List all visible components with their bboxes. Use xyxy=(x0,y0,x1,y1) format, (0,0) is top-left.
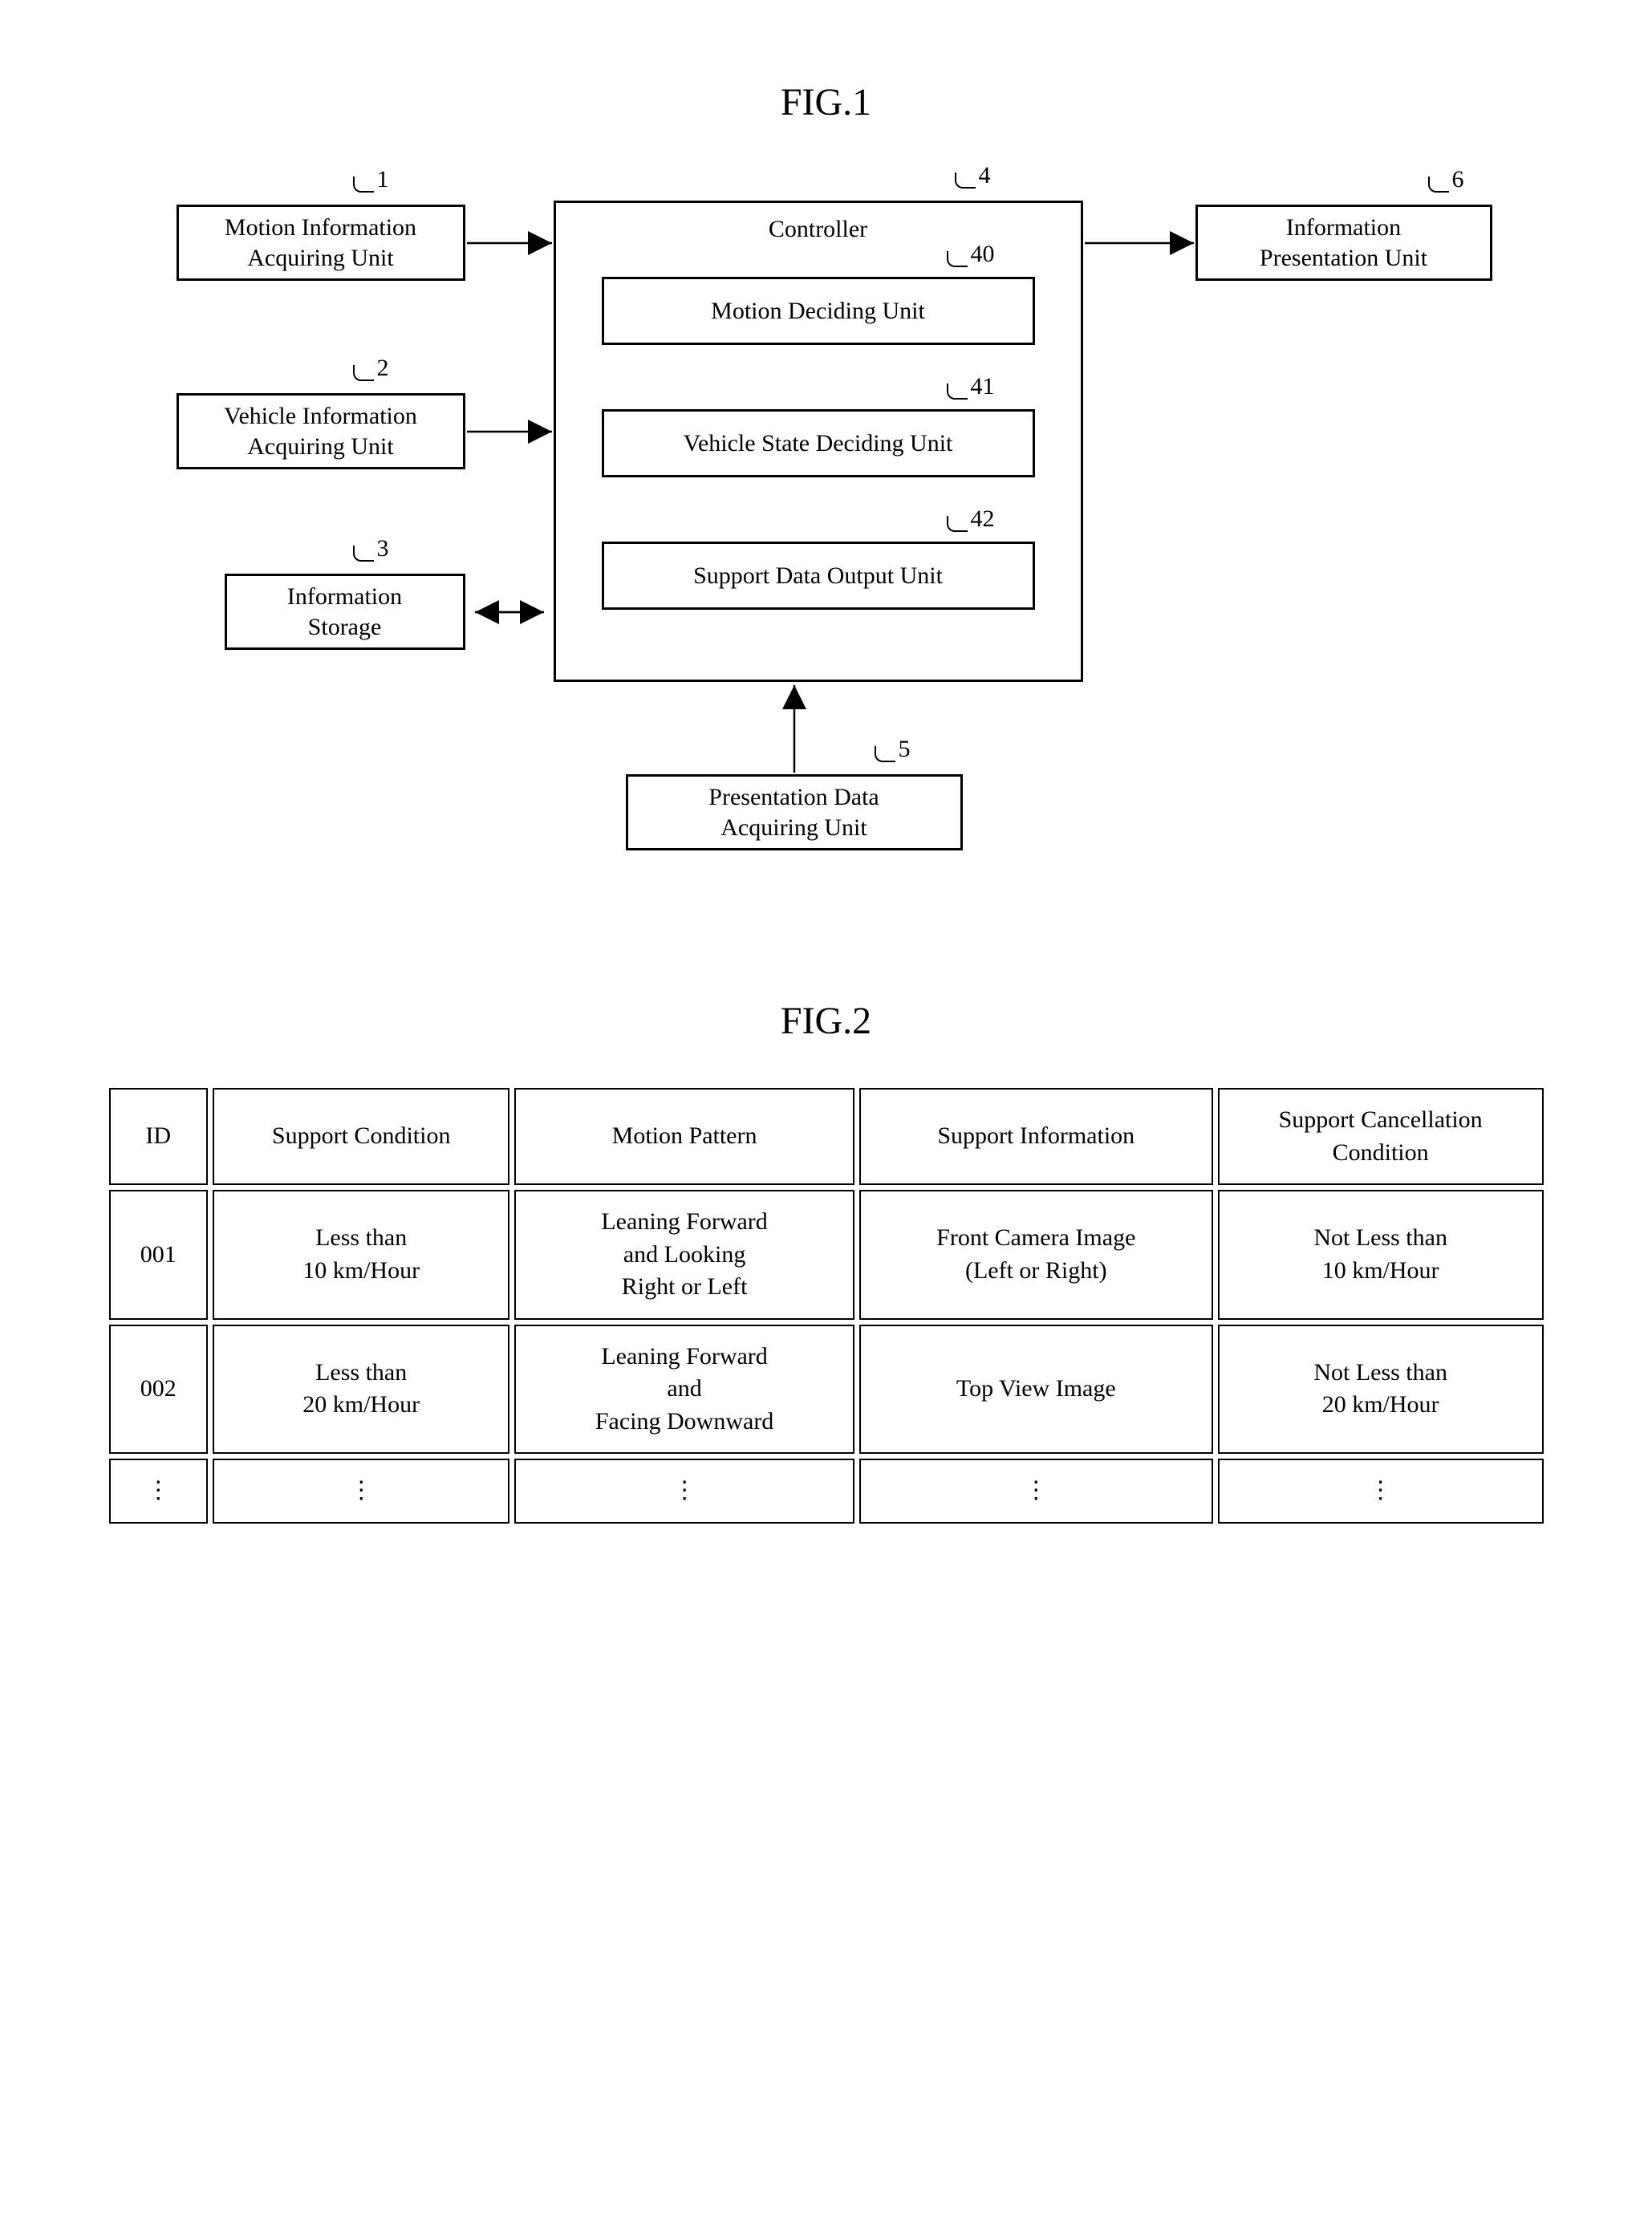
block-motion-info-label: Motion InformationAcquiring Unit xyxy=(225,213,416,273)
col-id: ID xyxy=(109,1088,208,1185)
ref-6: 6 xyxy=(1452,166,1464,193)
block-controller-label: Controller xyxy=(556,214,1081,245)
ref-hook-6 xyxy=(1428,177,1449,193)
col-scc: Support CancellationCondition xyxy=(1218,1088,1544,1185)
table-cell: 001 xyxy=(109,1190,208,1320)
ref-hook-1 xyxy=(353,177,374,193)
table-cell-ellipsis: ⋮ xyxy=(213,1459,509,1524)
col-mp: Motion Pattern xyxy=(514,1088,854,1185)
block-motion-decide-label: Motion Deciding Unit xyxy=(711,296,925,327)
block-pres-acquire: Presentation DataAcquiring Unit xyxy=(626,774,963,850)
table-row: 001Less than10 km/HourLeaning Forwardand… xyxy=(109,1190,1544,1320)
ref-hook-3 xyxy=(353,546,374,562)
table-row: 002Less than20 km/HourLeaning Forwardand… xyxy=(109,1325,1544,1455)
table-cell: Top View Image xyxy=(859,1325,1213,1455)
ref-hook-2 xyxy=(353,365,374,381)
block-vehicle-decide-label: Vehicle State Deciding Unit xyxy=(684,428,953,459)
col-sc: Support Condition xyxy=(213,1088,509,1185)
table-header-row: ID Support Condition Motion Pattern Supp… xyxy=(109,1088,1544,1185)
block-info-present: InformationPresentation Unit xyxy=(1195,205,1492,281)
fig1-title: FIG.1 xyxy=(64,80,1588,124)
table-cell: Not Less than10 km/Hour xyxy=(1218,1190,1544,1320)
table-row-ellipsis: ⋮⋮⋮⋮⋮ xyxy=(109,1459,1544,1524)
block-vehicle-info: Vehicle InformationAcquiring Unit xyxy=(177,393,465,469)
ref-2: 2 xyxy=(377,355,389,382)
ref-41: 41 xyxy=(971,373,995,400)
col-si: Support Information xyxy=(859,1088,1213,1185)
table-cell-ellipsis: ⋮ xyxy=(859,1459,1213,1524)
block-motion-info: Motion InformationAcquiring Unit xyxy=(177,205,465,281)
table-cell: Less than20 km/Hour xyxy=(213,1325,509,1455)
block-info-storage: InformationStorage xyxy=(225,574,465,650)
ref-40: 40 xyxy=(971,241,995,268)
ref-hook-41 xyxy=(947,384,968,400)
block-info-storage-label: InformationStorage xyxy=(287,582,402,642)
table-cell-ellipsis: ⋮ xyxy=(1218,1459,1544,1524)
fig1-diagram: Motion InformationAcquiring Unit 1 Vehic… xyxy=(104,164,1548,903)
table-cell-ellipsis: ⋮ xyxy=(109,1459,208,1524)
fig2-table: ID Support Condition Motion Pattern Supp… xyxy=(104,1083,1548,1528)
table-cell: Leaning Forwardand LookingRight or Left xyxy=(514,1190,854,1320)
ref-hook-40 xyxy=(947,251,968,267)
ref-5: 5 xyxy=(899,736,911,763)
ref-1: 1 xyxy=(377,166,389,193)
table-cell: Less than10 km/Hour xyxy=(213,1190,509,1320)
fig2-title: FIG.2 xyxy=(64,999,1588,1043)
block-support-out-label: Support Data Output Unit xyxy=(693,561,943,591)
table-cell: 002 xyxy=(109,1325,208,1455)
table-cell: Leaning ForwardandFacing Downward xyxy=(514,1325,854,1455)
ref-hook-42 xyxy=(947,516,968,532)
block-vehicle-info-label: Vehicle InformationAcquiring Unit xyxy=(224,401,417,461)
ref-hook-4 xyxy=(955,172,976,189)
fig2-tbody: 001Less than10 km/HourLeaning Forwardand… xyxy=(109,1190,1544,1524)
ref-hook-5 xyxy=(875,746,895,762)
block-info-present-label: InformationPresentation Unit xyxy=(1260,213,1427,273)
table-cell: Not Less than20 km/Hour xyxy=(1218,1325,1544,1455)
table-cell: Front Camera Image(Left or Right) xyxy=(859,1190,1213,1320)
block-pres-acquire-label: Presentation DataAcquiring Unit xyxy=(708,782,879,842)
ref-3: 3 xyxy=(377,535,389,562)
block-motion-decide: Motion Deciding Unit xyxy=(602,277,1035,345)
table-cell-ellipsis: ⋮ xyxy=(514,1459,854,1524)
block-vehicle-decide: Vehicle State Deciding Unit xyxy=(602,409,1035,477)
ref-4: 4 xyxy=(979,162,991,189)
block-support-out: Support Data Output Unit xyxy=(602,542,1035,610)
ref-42: 42 xyxy=(971,505,995,533)
